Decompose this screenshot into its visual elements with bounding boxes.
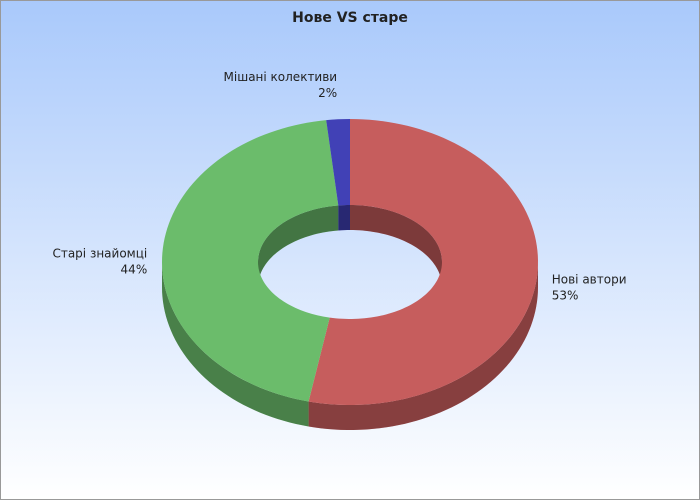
slice-side xyxy=(308,262,538,430)
shade xyxy=(162,262,309,427)
slice xyxy=(162,120,339,402)
shade xyxy=(308,262,538,430)
slice-label: Мішані колективи xyxy=(224,70,338,84)
slice-inner-side xyxy=(338,205,350,231)
slice-label: Старі знайомці xyxy=(52,247,147,261)
shade xyxy=(326,119,350,206)
shade xyxy=(308,119,538,405)
slice xyxy=(326,119,350,206)
slice-inner-side xyxy=(258,205,339,287)
shade xyxy=(338,205,350,231)
shade xyxy=(350,205,442,287)
chart-title: Нове VS старе xyxy=(292,10,408,26)
slice-label: Нові автори xyxy=(552,273,627,287)
shade xyxy=(162,120,339,402)
shade xyxy=(258,205,339,287)
slice-side xyxy=(162,262,309,427)
slice xyxy=(308,119,538,405)
value-label: 2% xyxy=(318,86,337,100)
value-label: 53% xyxy=(552,289,579,303)
value-label: 44% xyxy=(121,263,148,277)
slice-inner-side xyxy=(350,205,442,287)
